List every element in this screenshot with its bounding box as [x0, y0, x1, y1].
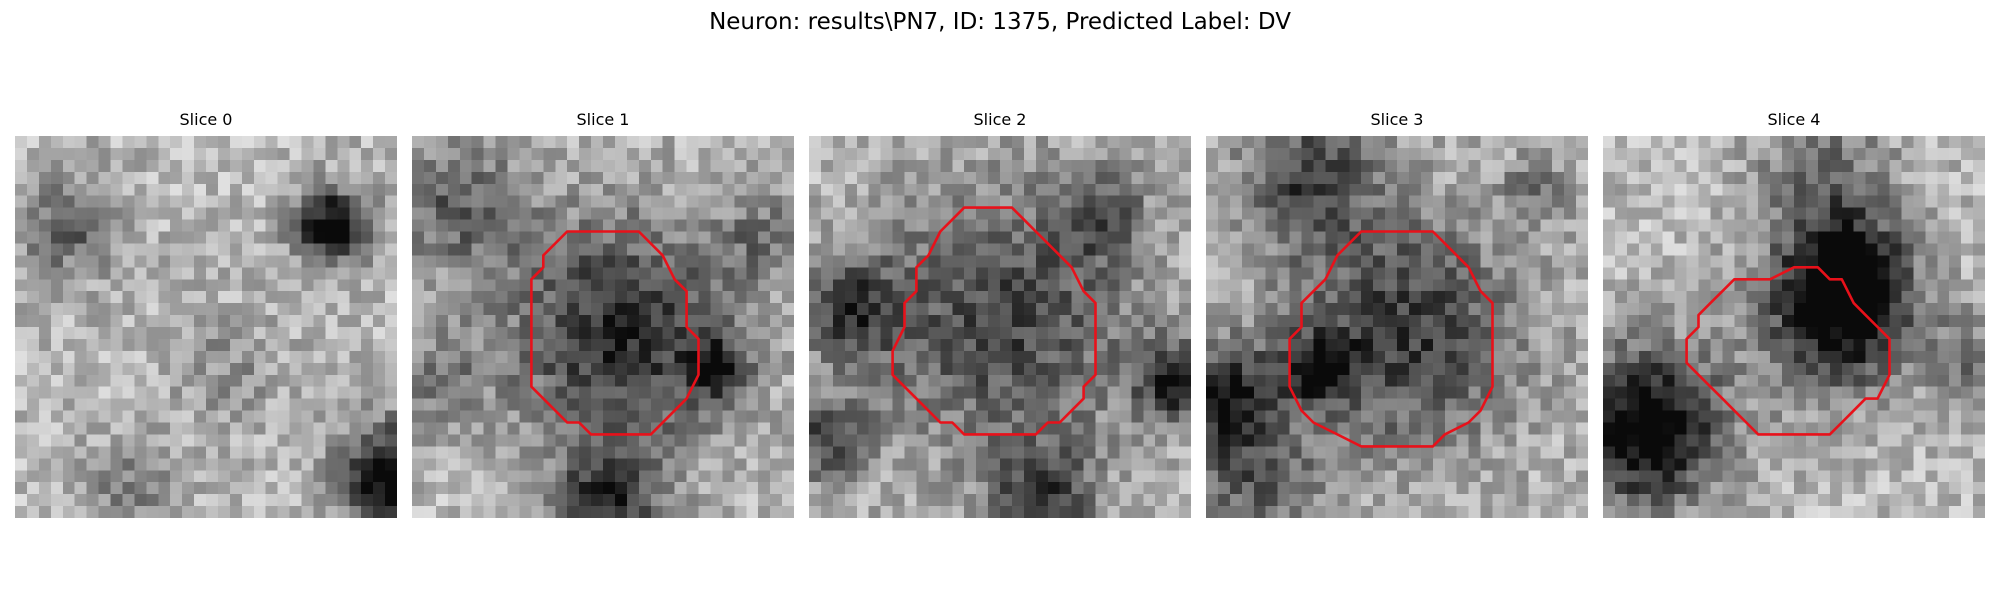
slice-title: Slice 3: [1370, 110, 1424, 129]
slice-panel-2: Slice 2: [809, 108, 1191, 518]
figure-title: Neuron: results\PN7, ID: 1375, Predicted…: [709, 9, 1291, 35]
slice-title: Slice 4: [1767, 110, 1821, 129]
slice-pixels: [412, 136, 794, 518]
slice-panel-4: Slice 4: [1603, 108, 1985, 518]
cell-contour: [1288, 230, 1494, 448]
slice-image: [15, 136, 397, 518]
slice-image: [809, 136, 1191, 518]
cell-contour: [891, 206, 1097, 436]
slice-image: [1603, 136, 1985, 518]
slice-panel-1: Slice 1: [412, 108, 794, 518]
slice-pixels: [1206, 136, 1588, 518]
slice-pixels: [1603, 136, 1985, 518]
slice-image: [412, 136, 794, 518]
cell-contour: [1685, 266, 1891, 436]
slice-pixels: [809, 136, 1191, 518]
slice-title: Slice 1: [576, 110, 630, 129]
slice-panel-0: Slice 0: [15, 108, 397, 518]
cell-contour: [530, 230, 700, 436]
slice-panel-3: Slice 3: [1206, 108, 1588, 518]
slice-pixels: [15, 136, 397, 518]
slice-title: Slice 0: [179, 110, 233, 129]
slice-image: [1206, 136, 1588, 518]
slice-title: Slice 2: [973, 110, 1027, 129]
